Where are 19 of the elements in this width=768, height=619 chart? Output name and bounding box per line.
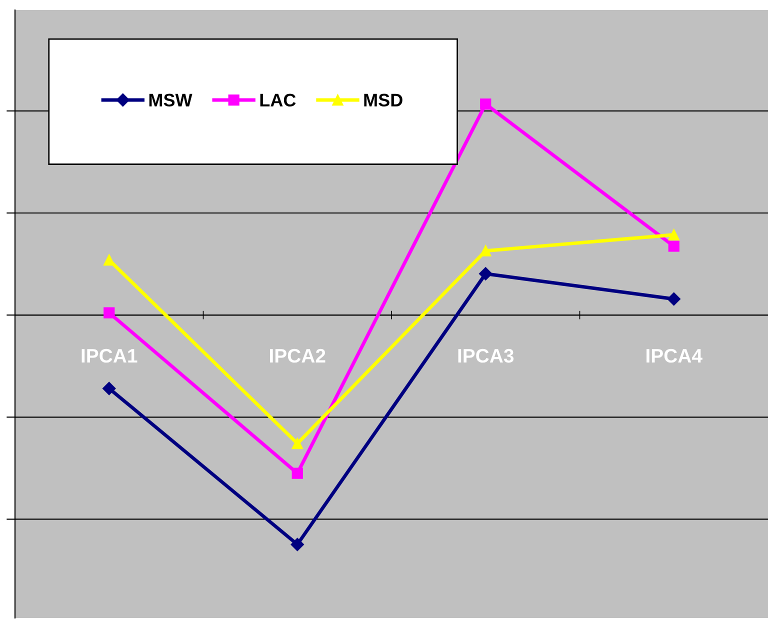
point (290, 538, 304, 552)
x-tick-label: IPCA4 (646, 348, 702, 363)
point (104, 254, 115, 266)
x-tick-label: IPCA1 (82, 348, 138, 363)
point (479, 267, 492, 280)
point (480, 245, 492, 256)
x-tick-label: IPCA3 (458, 348, 514, 363)
point (668, 240, 680, 252)
legend-label: LAC (260, 94, 296, 107)
point (104, 307, 115, 318)
point (102, 382, 116, 396)
point (292, 468, 303, 479)
point (668, 229, 680, 240)
point (292, 438, 303, 450)
point (667, 292, 680, 306)
legend-label: MSD (364, 94, 402, 107)
x-tick-label: IPCA2 (270, 348, 326, 363)
point (480, 98, 492, 110)
legend-label: MSW (149, 94, 192, 107)
